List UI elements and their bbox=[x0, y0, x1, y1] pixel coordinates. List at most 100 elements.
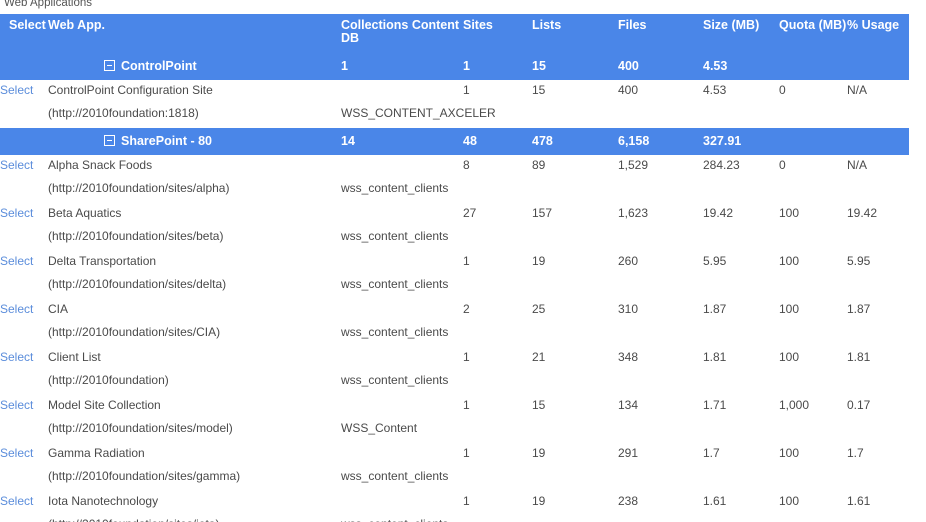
group-db-cell: 1 bbox=[341, 53, 463, 80]
select-link[interactable]: Select bbox=[0, 494, 34, 508]
column-header-percent-usage[interactable]: % Usage bbox=[847, 14, 909, 53]
table-row[interactable]: Select ControlPoint Configuration Site 1 15… bbox=[0, 80, 909, 104]
url-row-spacer bbox=[703, 515, 779, 522]
column-header-size-mb[interactable]: Size (MB) bbox=[703, 14, 779, 53]
table-row[interactable]: Select Delta Transportation 1 19 260 5.95 100 5… bbox=[0, 251, 909, 275]
column-header-quota-mb[interactable]: Quota (MB) bbox=[779, 14, 847, 53]
db-cell-spacer bbox=[341, 155, 463, 179]
url-row-spacer bbox=[463, 275, 532, 299]
table-row[interactable]: Select Iota Nanotechnology 1 19 238 1.61 100 1.… bbox=[0, 491, 909, 515]
group-usage-cell bbox=[847, 53, 909, 80]
select-cell[interactable]: Select bbox=[0, 443, 48, 467]
web-application-group-row[interactable]: ControlPoint 1 1 15 400 4.53 bbox=[0, 53, 909, 80]
url-row-spacer bbox=[703, 323, 779, 347]
minus-box-icon[interactable] bbox=[104, 135, 115, 146]
url-row-spacer bbox=[463, 323, 532, 347]
url-row-spacer bbox=[618, 275, 703, 299]
group-quota-cell bbox=[779, 53, 847, 80]
web-application-group-row[interactable]: SharePoint - 80 14 48 478 6,158 327.91 bbox=[0, 128, 909, 155]
site-collection-url: (http://2010foundation/sites/CIA) bbox=[48, 323, 341, 347]
url-row-spacer bbox=[532, 467, 618, 491]
url-row-spacer bbox=[532, 515, 618, 522]
select-cell[interactable]: Select bbox=[0, 251, 48, 275]
url-row-spacer bbox=[463, 227, 532, 251]
select-cell[interactable]: Select bbox=[0, 491, 48, 515]
table-row[interactable]: Select Beta Aquatics 27 157 1,623 19.42 100 19.… bbox=[0, 203, 909, 227]
url-row-spacer bbox=[618, 467, 703, 491]
column-header-webapp[interactable]: Web App. bbox=[48, 14, 341, 53]
url-row-spacer bbox=[618, 371, 703, 395]
url-row-spacer bbox=[847, 371, 909, 395]
select-link[interactable]: Select bbox=[0, 158, 34, 172]
column-header-select[interactable]: Select bbox=[0, 14, 48, 53]
select-cell[interactable]: Select bbox=[0, 80, 48, 104]
url-row-spacer bbox=[779, 275, 847, 299]
row-size-cell: 1.87 bbox=[703, 299, 779, 323]
table-body: ControlPoint 1 1 15 400 4.53 Select ControlPoin… bbox=[0, 53, 909, 522]
select-link[interactable]: Select bbox=[0, 446, 34, 460]
table-row[interactable]: Select Alpha Snack Foods 8 89 1,529 284.23 0 N/… bbox=[0, 155, 909, 179]
row-quota-cell: 100 bbox=[779, 251, 847, 275]
group-size-cell: 4.53 bbox=[703, 53, 779, 80]
db-cell-spacer bbox=[341, 251, 463, 275]
select-cell[interactable]: Select bbox=[0, 299, 48, 323]
table-row-url: (http://2010foundation/sites/gamma) wss_c… bbox=[0, 467, 909, 491]
table-row-url: (http://2010foundation/sites/iota)wss_co… bbox=[0, 515, 909, 522]
row-quota-cell: 100 bbox=[779, 203, 847, 227]
select-link[interactable]: Select bbox=[0, 302, 34, 316]
row-lists-cell: 19 bbox=[532, 491, 618, 515]
row-sites-cell: 27 bbox=[463, 203, 532, 227]
group-db-cell: 14 bbox=[341, 128, 463, 155]
url-select-spacer bbox=[0, 179, 48, 203]
table-row[interactable]: Select CIA 2 25 310 1.87 100 1.87 bbox=[0, 299, 909, 323]
row-quota-cell: 0 bbox=[779, 155, 847, 179]
column-header-collections-content-db[interactable]: Collections Content DB bbox=[341, 14, 463, 53]
url-row-spacer bbox=[463, 371, 532, 395]
table-row[interactable]: Select Gamma Radiation 1 19 291 1.7 100 1.7 bbox=[0, 443, 909, 467]
table-row-url: (http://2010foundation/sites/beta) wss_co… bbox=[0, 227, 909, 251]
url-select-spacer bbox=[0, 419, 48, 443]
select-link[interactable]: Select bbox=[0, 398, 34, 412]
select-link[interactable]: Select bbox=[0, 83, 34, 97]
url-select-spacer bbox=[0, 515, 48, 522]
group-quota-cell bbox=[779, 128, 847, 155]
select-link[interactable]: Select bbox=[0, 350, 34, 364]
column-header-files[interactable]: Files bbox=[618, 14, 703, 53]
column-header-lists[interactable]: Lists bbox=[532, 14, 618, 53]
group-lists-cell: 15 bbox=[532, 53, 618, 80]
select-cell[interactable]: Select bbox=[0, 155, 48, 179]
row-files-cell: 348 bbox=[618, 347, 703, 371]
row-size-cell: 1.71 bbox=[703, 395, 779, 419]
table-row-url: (http://2010foundation/sites/alpha) wss_c… bbox=[0, 179, 909, 203]
row-sites-cell: 1 bbox=[463, 443, 532, 467]
column-header-sites[interactable]: Sites bbox=[463, 14, 532, 53]
select-cell[interactable]: Select bbox=[0, 347, 48, 371]
site-collection-name: Delta Transportation bbox=[48, 251, 341, 275]
site-collection-url: (http://2010foundation/sites/iota) bbox=[48, 515, 341, 522]
site-collection-url: (http://2010foundation/sites/model) bbox=[48, 419, 341, 443]
table-row[interactable]: Select Model Site Collection 1 15 134 1.71 1,0… bbox=[0, 395, 909, 419]
table-row[interactable]: Select Client List 1 21 348 1.81 100 1.81 bbox=[0, 347, 909, 371]
select-link[interactable]: Select bbox=[0, 206, 34, 220]
row-usage-cell: 1.87 bbox=[847, 299, 909, 323]
url-row-spacer bbox=[703, 275, 779, 299]
db-cell-spacer bbox=[341, 299, 463, 323]
row-files-cell: 291 bbox=[618, 443, 703, 467]
select-link[interactable]: Select bbox=[0, 254, 34, 268]
minus-box-icon[interactable] bbox=[104, 60, 115, 71]
url-row-spacer bbox=[703, 419, 779, 443]
site-collection-name: Alpha Snack Foods bbox=[48, 155, 341, 179]
row-files-cell: 260 bbox=[618, 251, 703, 275]
url-row-spacer bbox=[618, 227, 703, 251]
row-quota-cell: 100 bbox=[779, 443, 847, 467]
url-select-spacer bbox=[0, 104, 48, 128]
row-size-cell: 1.61 bbox=[703, 491, 779, 515]
content-db-name: WSS_CONTENT_AXCELER bbox=[341, 104, 496, 128]
row-lists-cell: 89 bbox=[532, 155, 618, 179]
url-row-spacer bbox=[779, 104, 847, 128]
row-quota-cell: 0 bbox=[779, 80, 847, 104]
row-quota-cell: 100 bbox=[779, 347, 847, 371]
select-cell[interactable]: Select bbox=[0, 395, 48, 419]
select-cell[interactable]: Select bbox=[0, 203, 48, 227]
